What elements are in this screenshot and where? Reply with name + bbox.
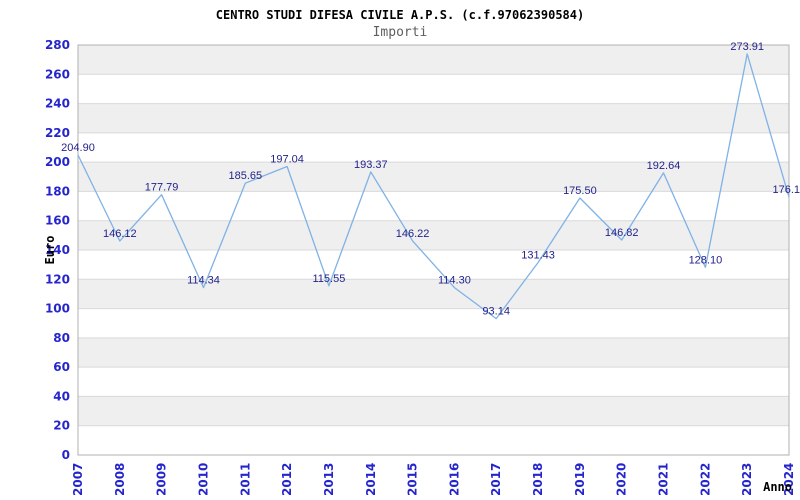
data-point-label: 146.22 (396, 228, 430, 240)
y-tick-label: 140 (45, 243, 70, 257)
y-tick-label: 280 (45, 38, 70, 52)
x-tick-label: 2022 (698, 463, 712, 496)
data-point-label: 185.65 (228, 170, 262, 182)
x-tick-label: 2024 (782, 463, 796, 496)
plot-border (77, 44, 790, 456)
y-tick-label: 240 (45, 97, 70, 111)
y-tick-label: 200 (45, 155, 70, 169)
data-point-label: 197.04 (270, 154, 304, 166)
x-tick-label: 2008 (113, 463, 127, 496)
data-point-label: 93.14 (482, 306, 510, 318)
x-tick-label: 2011 (238, 463, 252, 496)
data-point-label: 177.79 (145, 182, 179, 194)
x-tick-label: 2013 (322, 463, 336, 496)
x-tick-label: 2012 (280, 463, 294, 496)
data-point-label: 273.91 (730, 41, 764, 53)
x-tick-label: 2014 (364, 463, 378, 496)
x-tick-label: 2015 (406, 463, 420, 496)
data-point-label: 131.43 (521, 250, 555, 262)
chart-title: CENTRO STUDI DIFESA CIVILE A.P.S. (c.f.9… (215, 8, 585, 22)
data-point-label: 175.50 (563, 185, 597, 197)
x-axis-title: Anno (763, 480, 792, 494)
y-tick-label: 180 (45, 184, 70, 198)
x-tick-label: 2018 (531, 463, 545, 496)
data-point-label: 176.1 (772, 184, 800, 196)
x-tick-label: 2009 (155, 463, 169, 496)
x-tick-label: 2019 (573, 463, 587, 496)
plot-band (78, 396, 789, 426)
data-point-label: 193.37 (354, 159, 388, 171)
y-tick-label: 220 (45, 126, 70, 140)
data-point-label: 114.34 (187, 275, 220, 287)
x-tick-label: 2007 (71, 463, 85, 496)
y-tick-label: 40 (53, 389, 70, 403)
plot-band (78, 103, 789, 133)
y-tick-label: 0 (62, 448, 70, 462)
plot-band (78, 337, 789, 368)
y-axis-title: Euro (43, 235, 57, 265)
data-point-label: 115.55 (312, 273, 345, 285)
data-point-label: 146.82 (605, 227, 639, 239)
x-tick-label: 2021 (657, 463, 671, 496)
x-tick-label: 2017 (489, 463, 503, 496)
plot-band (78, 162, 789, 192)
plot-band (78, 45, 789, 75)
plot-band (78, 220, 789, 250)
x-tick-label: 2023 (740, 463, 754, 496)
data-point-label: 204.90 (61, 142, 95, 154)
y-tick-label: 260 (45, 67, 70, 81)
x-tick-label: 2020 (615, 463, 629, 496)
y-tick-label: 100 (45, 302, 70, 316)
data-line (77, 53, 790, 320)
x-tick-label: 2010 (197, 463, 211, 496)
y-tick-label: 60 (53, 360, 70, 374)
data-point-label: 114.30 (438, 275, 471, 287)
data-point-label: 192.64 (647, 160, 681, 172)
y-tick-label: 120 (45, 272, 70, 286)
x-tick-label: 2016 (447, 463, 461, 496)
plot-band (78, 279, 789, 309)
y-tick-label: 160 (45, 214, 70, 228)
y-tick-label: 80 (53, 331, 70, 345)
data-point-label: 128.10 (689, 254, 723, 266)
chart-subtitle: Importi (372, 25, 428, 40)
data-point-label: 146.12 (103, 228, 137, 240)
y-tick-label: 20 (53, 419, 70, 433)
